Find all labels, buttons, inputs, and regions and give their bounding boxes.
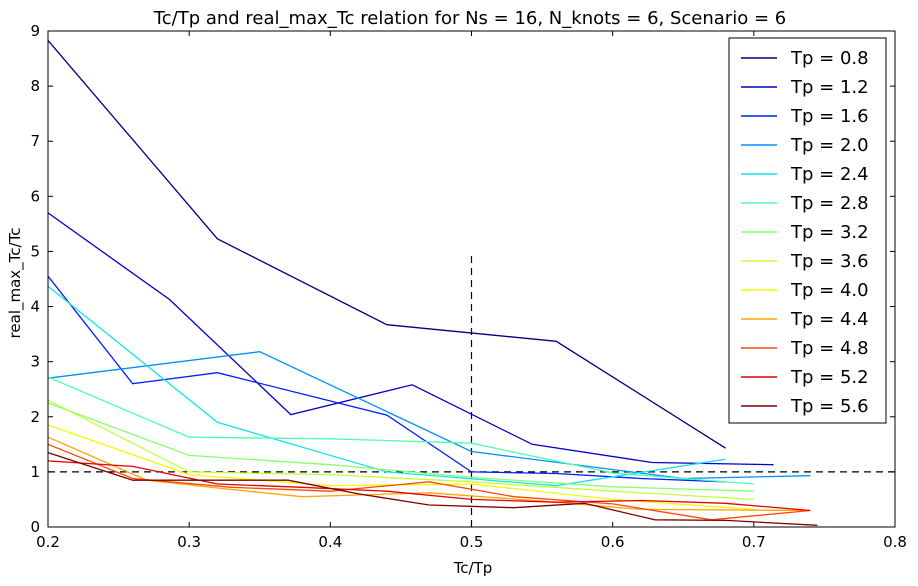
x-tick-label: 0.8 xyxy=(883,533,907,551)
legend-entry-label: Tp = 2.0 xyxy=(790,135,869,156)
legend-entry-label: Tp = 4.4 xyxy=(790,309,869,330)
legend-entry-label: Tp = 2.8 xyxy=(790,193,869,214)
x-tick-label: 0.3 xyxy=(177,533,201,551)
y-tick-label: 7 xyxy=(30,132,40,150)
chart-title: Tc/Tp and real_max_Tc relation for Ns = … xyxy=(153,8,786,29)
x-tick-label: 0.4 xyxy=(318,533,342,551)
legend-entry-label: Tp = 1.6 xyxy=(790,106,869,127)
legend-entry-label: Tp = 3.2 xyxy=(790,222,869,243)
legend-entry-label: Tp = 5.6 xyxy=(790,396,869,417)
legend-entry-label: Tp = 3.6 xyxy=(790,251,869,272)
y-tick-label: 5 xyxy=(30,242,40,260)
series-line-1 xyxy=(47,212,774,466)
series-line-4 xyxy=(47,285,726,487)
y-tick-label: 6 xyxy=(30,187,40,205)
series-line-8 xyxy=(47,424,754,511)
series-line-11 xyxy=(47,460,811,512)
series-line-2 xyxy=(47,275,726,483)
series-line-3 xyxy=(47,351,811,480)
x-tick-label: 0.2 xyxy=(36,533,60,551)
y-tick-label: 2 xyxy=(30,408,40,426)
legend: Tp = 0.8 Tp = 1.2 Tp = 1.6 Tp = 2.0 Tp = 2.4… xyxy=(728,37,887,424)
legend-box xyxy=(728,37,887,424)
legend-entry-label: Tp = 4.8 xyxy=(790,338,869,359)
x-tick-label: 0.5 xyxy=(460,533,484,551)
legend-entry-label: Tp = 0.8 xyxy=(790,48,869,69)
y-tick-label: 3 xyxy=(30,353,40,371)
y-tick-label: 8 xyxy=(30,77,40,95)
y-tick-label: 9 xyxy=(30,22,40,40)
x-axis-label: Tc/Tp xyxy=(453,559,493,577)
axis-ticks: 0.2 0.3 0.4 0.5 0.6 0.7 0.8 0 1 2 3 4 5 6 7 8 9 xyxy=(30,22,906,551)
x-tick-label: 0.7 xyxy=(742,533,766,551)
series-line-5 xyxy=(47,376,754,485)
plot-area xyxy=(47,39,895,527)
legend-entry-label: Tp = 1.2 xyxy=(790,77,869,98)
x-tick-label: 0.6 xyxy=(601,533,625,551)
series-line-10 xyxy=(47,443,811,521)
y-tick-label: 0 xyxy=(30,518,40,536)
legend-entry-label: Tp = 4.0 xyxy=(790,280,869,301)
series-line-12 xyxy=(47,451,818,526)
legend-entry-label: Tp = 2.4 xyxy=(790,164,869,185)
y-tick-label: 1 xyxy=(30,463,40,481)
y-tick-label: 4 xyxy=(30,298,40,316)
series-line-0 xyxy=(47,39,726,449)
series-line-6 xyxy=(47,402,754,492)
series-line-7 xyxy=(47,399,754,501)
y-axis-label: real_max_Tc/Tc xyxy=(6,228,25,339)
legend-entry-label: Tp = 5.2 xyxy=(790,367,869,388)
